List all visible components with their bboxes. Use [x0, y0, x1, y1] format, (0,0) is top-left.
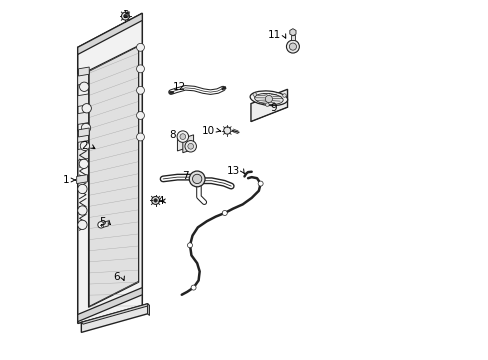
- Text: 5: 5: [99, 217, 105, 227]
- Text: 13: 13: [226, 166, 239, 176]
- Text: 6: 6: [113, 272, 120, 282]
- Text: 9: 9: [269, 103, 276, 113]
- Polygon shape: [78, 72, 88, 85]
- Polygon shape: [77, 175, 87, 184]
- Circle shape: [121, 12, 129, 20]
- Circle shape: [136, 112, 144, 120]
- Circle shape: [136, 86, 144, 94]
- Circle shape: [187, 143, 193, 149]
- Polygon shape: [78, 130, 88, 142]
- Polygon shape: [88, 45, 139, 307]
- Circle shape: [282, 94, 285, 97]
- Circle shape: [192, 174, 202, 184]
- Polygon shape: [78, 13, 142, 54]
- Polygon shape: [78, 128, 89, 137]
- Circle shape: [189, 171, 204, 187]
- Circle shape: [151, 197, 159, 204]
- Text: 7: 7: [182, 171, 188, 181]
- Polygon shape: [290, 35, 294, 40]
- Circle shape: [80, 82, 89, 91]
- Circle shape: [123, 14, 127, 18]
- Polygon shape: [81, 304, 147, 332]
- Polygon shape: [78, 94, 88, 107]
- Text: 2: 2: [81, 141, 88, 151]
- Circle shape: [258, 181, 263, 186]
- Circle shape: [136, 133, 144, 141]
- Polygon shape: [78, 13, 142, 323]
- Polygon shape: [78, 112, 88, 125]
- Polygon shape: [103, 221, 108, 227]
- Polygon shape: [147, 304, 149, 316]
- Polygon shape: [81, 304, 149, 324]
- Circle shape: [191, 285, 196, 290]
- Circle shape: [81, 123, 90, 133]
- Polygon shape: [183, 135, 193, 153]
- Polygon shape: [78, 148, 88, 160]
- Circle shape: [265, 95, 272, 103]
- Circle shape: [78, 206, 87, 215]
- Circle shape: [153, 199, 157, 202]
- Ellipse shape: [249, 91, 287, 105]
- Circle shape: [136, 65, 144, 73]
- Circle shape: [265, 103, 268, 107]
- Circle shape: [187, 243, 192, 248]
- Circle shape: [184, 140, 196, 152]
- Circle shape: [136, 43, 144, 51]
- Circle shape: [289, 43, 296, 50]
- Text: 4: 4: [157, 196, 164, 206]
- Circle shape: [177, 131, 188, 142]
- Circle shape: [78, 220, 87, 229]
- Text: 3: 3: [122, 10, 129, 20]
- Text: 8: 8: [169, 130, 176, 140]
- Ellipse shape: [254, 94, 283, 104]
- Circle shape: [78, 184, 87, 194]
- Circle shape: [82, 104, 91, 113]
- Circle shape: [180, 134, 185, 139]
- Circle shape: [223, 127, 230, 134]
- Circle shape: [252, 93, 256, 96]
- Text: 1: 1: [63, 175, 69, 185]
- Circle shape: [98, 222, 104, 228]
- Polygon shape: [78, 288, 142, 321]
- Text: 10: 10: [202, 126, 215, 135]
- Text: 11: 11: [267, 30, 281, 40]
- Circle shape: [286, 40, 299, 53]
- Polygon shape: [177, 135, 188, 151]
- Circle shape: [79, 159, 88, 168]
- Polygon shape: [250, 89, 287, 122]
- Circle shape: [80, 141, 89, 150]
- Text: 12: 12: [173, 82, 186, 92]
- Circle shape: [222, 211, 227, 216]
- Polygon shape: [78, 67, 89, 76]
